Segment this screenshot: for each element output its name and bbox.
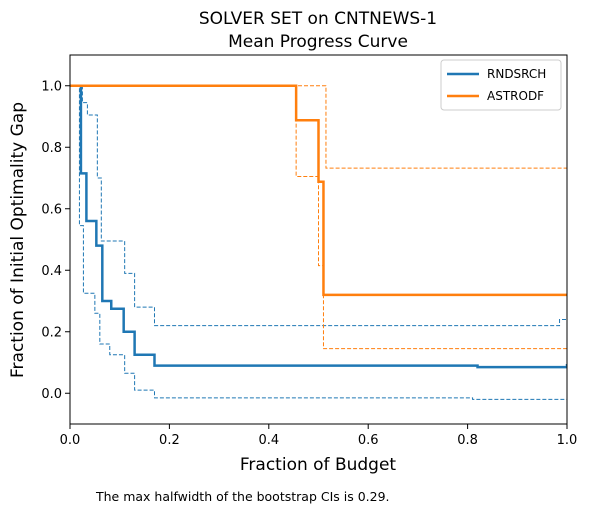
series-line-astrodf (70, 84, 567, 297)
x-tick-label: 0.8 (457, 433, 478, 448)
x-tick-label: 0.2 (159, 433, 180, 448)
chart-subtitle: Mean Progress Curve (228, 32, 408, 52)
y-tick-label: 0.8 (41, 141, 62, 156)
legend-label-astrodf: ASTRODF (487, 89, 544, 103)
legend-label-rndsrch: RNDSRCH (487, 67, 546, 81)
chart-title: SOLVER SET on CNTNEWS-1 (199, 9, 437, 29)
x-axis-label: Fraction of Budget (240, 455, 397, 475)
x-tick-label: 0.6 (358, 433, 379, 448)
ci-upper-rndsrch (70, 85, 567, 327)
y-tick-label: 0.4 (41, 264, 62, 279)
y-tick-label: 0.2 (41, 325, 62, 340)
legend: RNDSRCH ASTRODF (440, 59, 562, 111)
series-line-rndsrch (70, 84, 567, 369)
x-tick-label: 1.0 (557, 433, 578, 448)
legend-box (440, 59, 562, 111)
x-tick-label: 0.0 (60, 433, 81, 448)
x-tick-label: 0.4 (258, 433, 279, 448)
ci-lower-rndsrch (70, 85, 567, 400)
y-tick-label: 1.0 (41, 79, 62, 94)
y-tick-label: 0.0 (41, 387, 62, 402)
plot-area-frame (69, 54, 568, 425)
footnote: The max halfwidth of the bootstrap CIs i… (95, 489, 390, 504)
y-tick-label: 0.6 (41, 202, 62, 217)
y-axis-label: Fraction of Initial Optimality Gap (8, 102, 28, 378)
